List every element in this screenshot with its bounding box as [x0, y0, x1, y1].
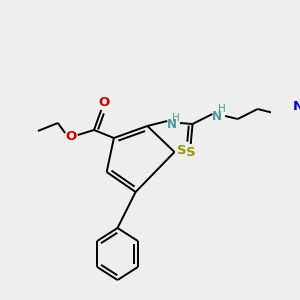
Text: O: O	[65, 130, 76, 143]
Text: N: N	[167, 118, 177, 130]
Text: H: H	[172, 113, 180, 123]
Text: H: H	[218, 104, 225, 114]
Text: N: N	[212, 110, 222, 122]
Text: S: S	[177, 143, 187, 157]
Text: N: N	[293, 100, 300, 112]
Text: S: S	[186, 146, 196, 160]
Text: O: O	[98, 95, 110, 109]
